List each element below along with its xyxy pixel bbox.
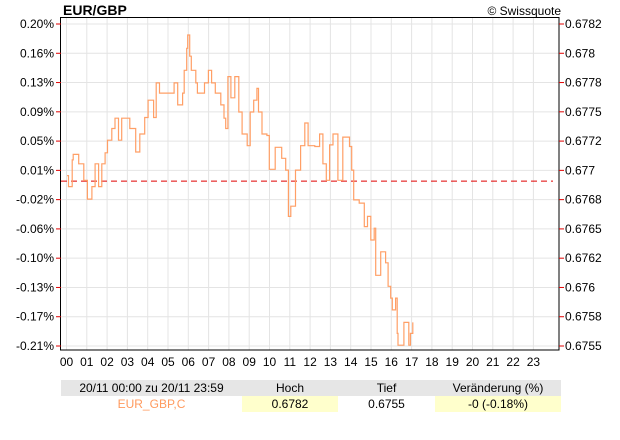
x-tick-label: 01	[80, 355, 94, 369]
y-right-tick-label: 0.6782	[565, 17, 602, 31]
summary-table: 20/11 00:00 zu 20/11 23:59 Hoch Tief Ver…	[61, 380, 561, 412]
y-axis-right: 0.6782 0.678 0.6778 0.6775 0.6772 0.677 0.6768…	[559, 17, 602, 353]
y-right-tick-label: 0.6765	[565, 222, 602, 236]
y-left-tick-label: 0.01%	[20, 163, 54, 177]
y-right-tick-label: 0.6762	[565, 251, 602, 265]
y-left-tick-label: 0.05%	[20, 134, 54, 148]
date-range: 20/11 00:00 zu 20/11 23:59	[61, 380, 242, 396]
x-tick-label: 08	[222, 355, 236, 369]
y-left-tick-label: -0.06%	[16, 222, 54, 236]
y-left-tick-label: -0.10%	[16, 251, 54, 265]
summary-header-row: 20/11 00:00 zu 20/11 23:59 Hoch Tief Ver…	[61, 380, 561, 396]
x-tick-label: 17	[405, 355, 419, 369]
y-right-tick-label: 0.678	[565, 46, 595, 60]
x-tick-label: 15	[364, 355, 378, 369]
price-series-line	[67, 34, 414, 346]
y-right-tick-label: 0.6775	[565, 105, 602, 119]
x-tick-label: 14	[344, 355, 358, 369]
y-right-tick-label: 0.676	[565, 280, 595, 294]
x-tick-label: 05	[161, 355, 175, 369]
x-tick-label: 07	[202, 355, 216, 369]
x-tick-label: 23	[527, 355, 541, 369]
y-left-tick-label: -0.13%	[16, 280, 54, 294]
summary-row: EUR_GBP,C 0.6782 0.6755 -0 (-0.18%)	[61, 396, 561, 412]
high-value: 0.6782	[242, 396, 338, 412]
x-tick-label: 13	[324, 355, 338, 369]
y-left-tick-label: -0.21%	[16, 339, 54, 353]
y-left-tick-label: 0.20%	[20, 17, 54, 31]
x-tick-label: 03	[121, 355, 135, 369]
x-tick-label: 06	[182, 355, 196, 369]
y-right-tick-label: 0.6755	[565, 339, 602, 353]
x-tick-label: 02	[100, 355, 114, 369]
x-tick-label: 20	[466, 355, 480, 369]
x-tick-label: 18	[425, 355, 439, 369]
x-tick-label: 04	[141, 355, 155, 369]
header-change: Veränderung (%)	[435, 380, 561, 396]
header-high: Hoch	[242, 380, 338, 396]
chart-title: EUR/GBP	[63, 2, 127, 18]
symbol-link[interactable]: EUR_GBP,C	[117, 397, 186, 411]
x-tick-label: 00	[60, 355, 74, 369]
y-right-tick-label: 0.6758	[565, 310, 602, 324]
y-right-tick-label: 0.6768	[565, 193, 602, 207]
x-tick-label: 11	[284, 355, 297, 369]
y-right-tick-label: 0.6778	[565, 76, 602, 90]
x-tick-label: 22	[506, 355, 520, 369]
header-low: Tief	[338, 380, 435, 396]
x-axis: 00 01 02 03 04 05 06 07 08 09 10 11 12 13 14 15 16 17 18 19…	[60, 355, 541, 369]
y-left-tick-label: -0.17%	[16, 310, 54, 324]
y-axis-left: 0.20% 0.16% 0.13% 0.09% 0.05% 0.01% -0.02% -0.0…	[16, 17, 61, 353]
plot-frame	[60, 17, 560, 351]
x-tick-label: 21	[486, 355, 500, 369]
x-tick-label: 16	[385, 355, 399, 369]
y-left-tick-label: 0.09%	[20, 105, 54, 119]
y-right-tick-label: 0.677	[565, 163, 595, 177]
y-left-tick-label: -0.02%	[16, 193, 54, 207]
copyright: © Swissquote	[487, 4, 561, 18]
x-tick-label: 09	[243, 355, 257, 369]
change-value: -0 (-0.18%)	[435, 396, 561, 412]
y-right-tick-label: 0.6772	[565, 134, 602, 148]
x-tick-label: 10	[263, 355, 277, 369]
x-tick-label: 19	[446, 355, 460, 369]
y-left-tick-label: 0.16%	[20, 46, 54, 60]
low-value: 0.6755	[368, 397, 405, 411]
x-tick-label: 12	[303, 355, 317, 369]
grid	[61, 18, 559, 350]
y-left-tick-label: 0.13%	[20, 76, 54, 90]
